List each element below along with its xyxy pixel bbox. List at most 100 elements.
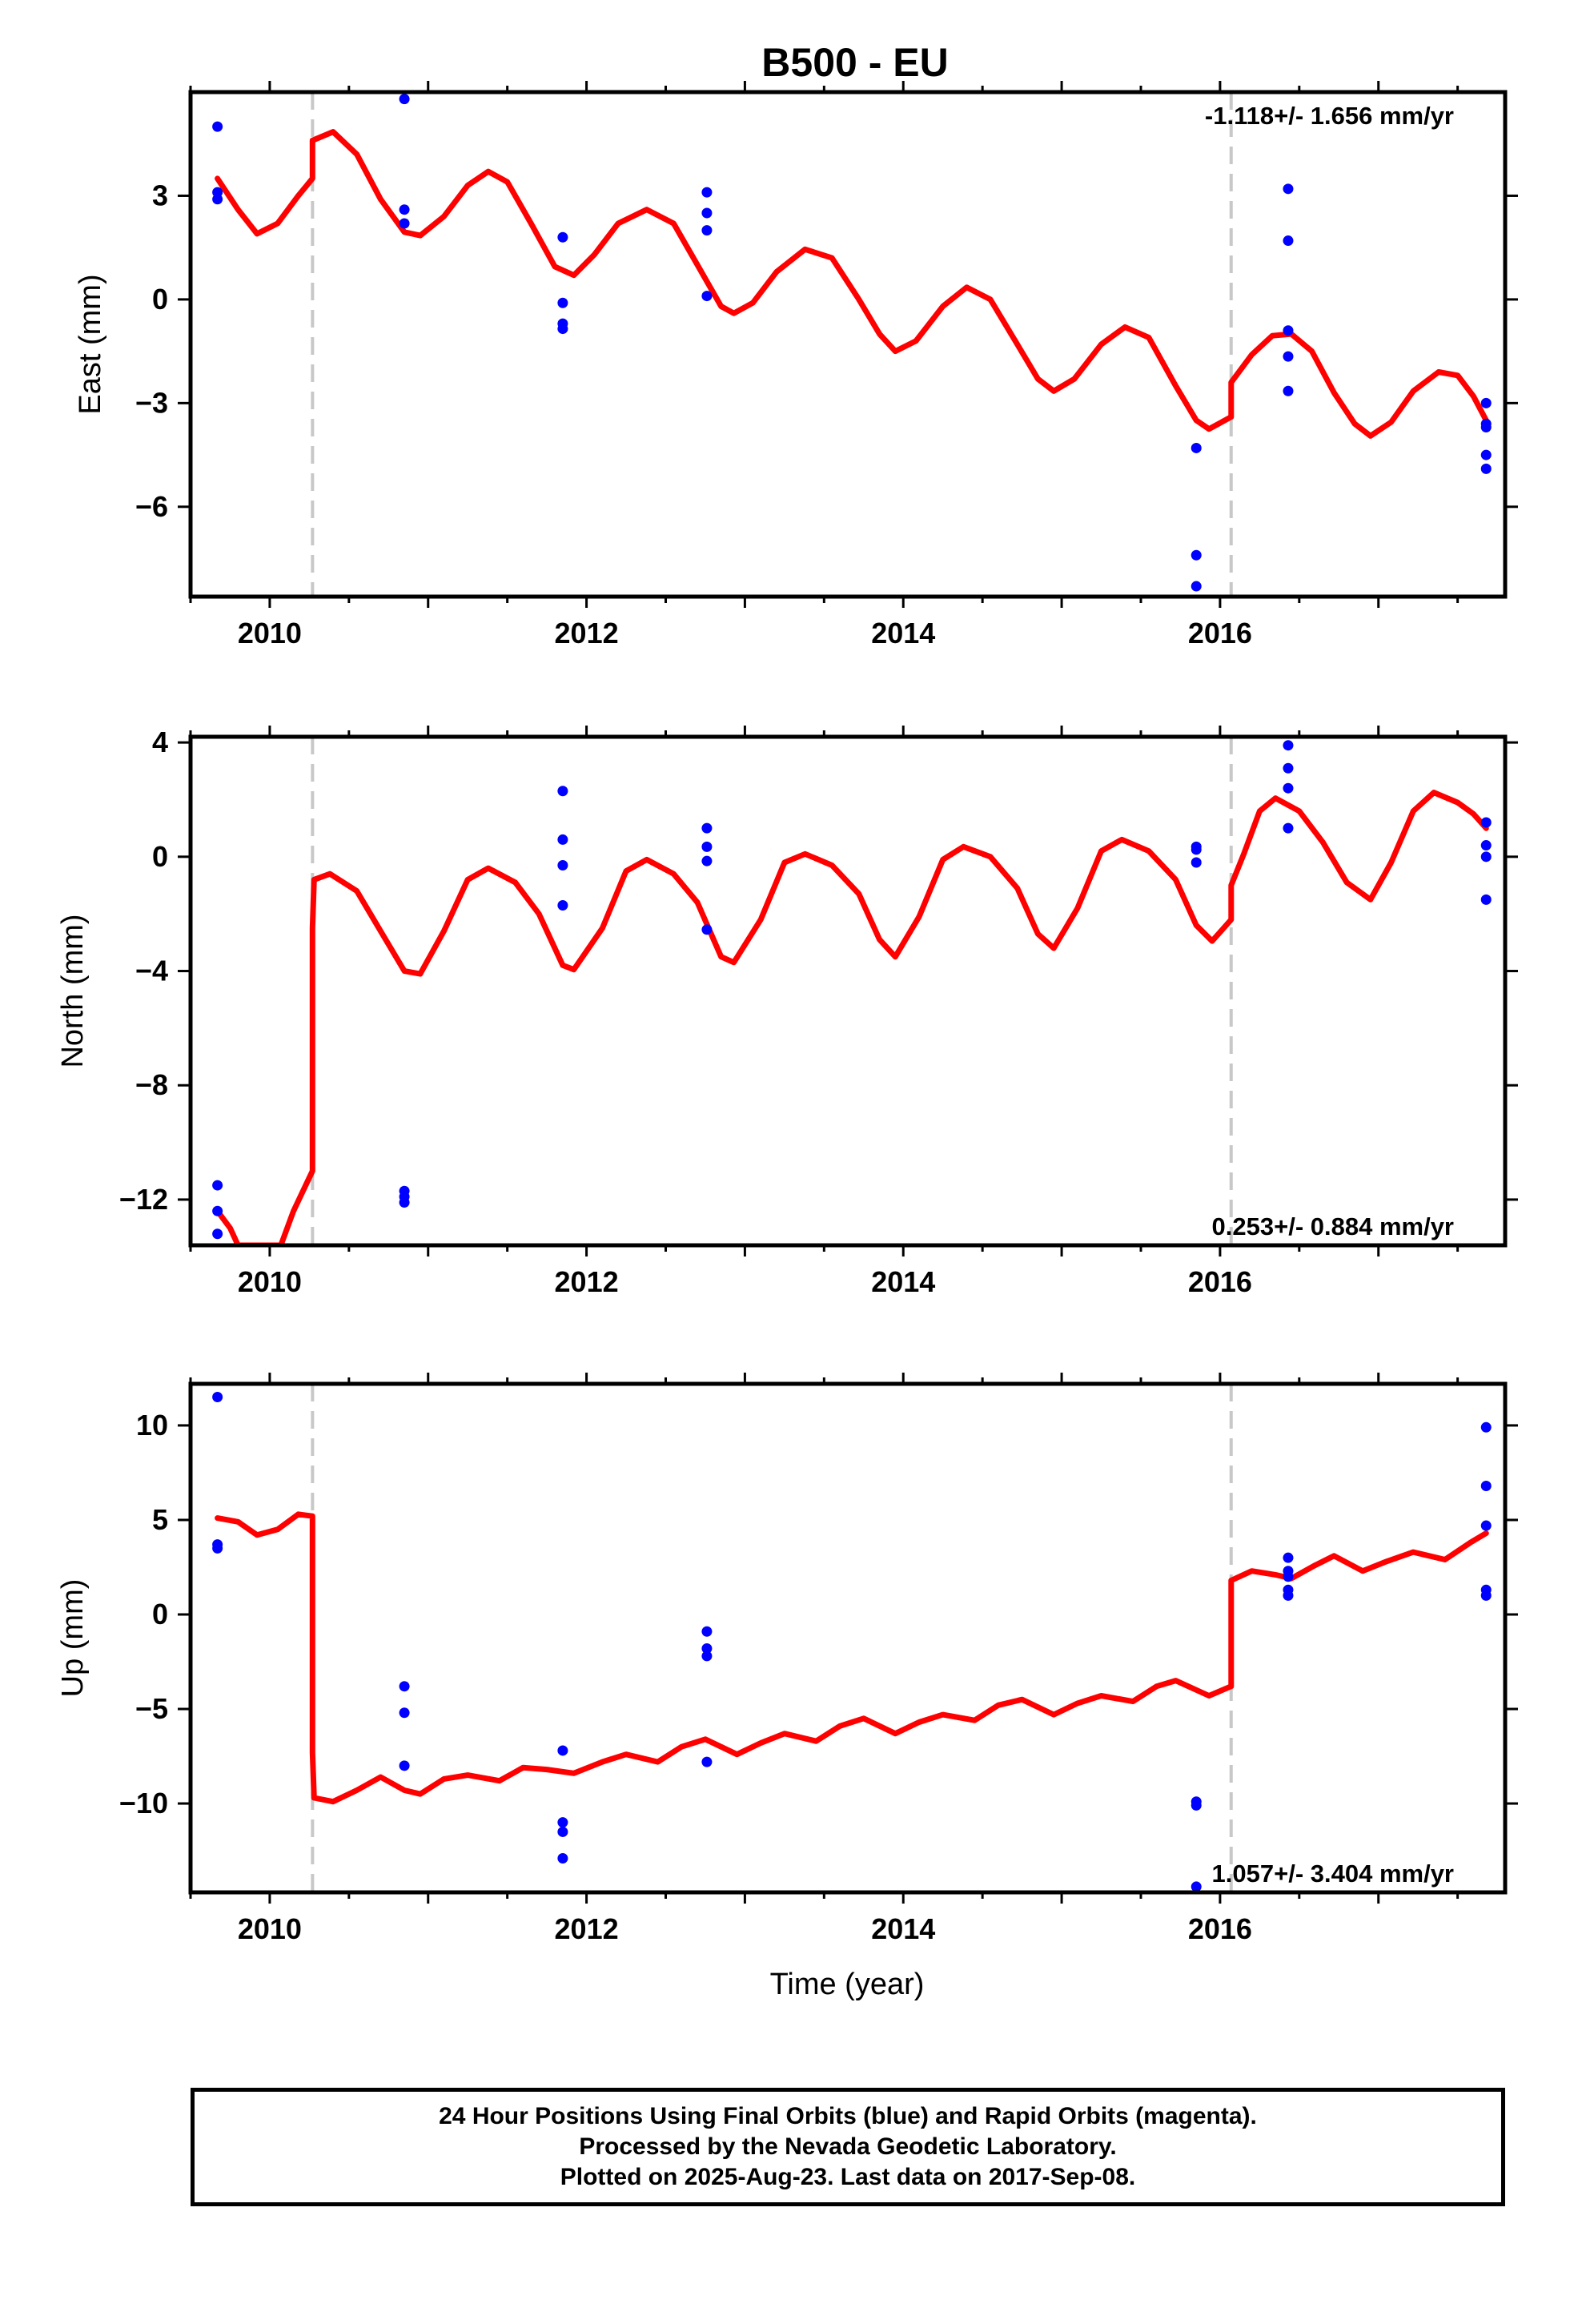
north-panel: 2010 2012 2014 2016 4 0 −4 −8 −12 North (mm) 0.253…	[56, 726, 1518, 1298]
north-data-point-2	[212, 1205, 223, 1216]
north-rate-annotation: 0.253+/- 0.884 mm/yr	[1212, 1212, 1454, 1240]
east-panel: 2010 2012 2014 2016 3 0 −3 −6 East (mm) -1.118+/-…	[74, 81, 1518, 649]
up-data-point-10	[557, 1853, 568, 1864]
x-axis-title: Time (year)	[770, 1968, 925, 2001]
north-x-tick-label-2016: 2016	[1188, 1265, 1252, 1298]
north-data-point-24	[1480, 851, 1492, 862]
up-plot-area	[212, 1384, 1492, 1892]
up-data-point-13	[701, 1651, 713, 1662]
up-data-point-14	[701, 1756, 713, 1767]
north-y-tick-label: −4	[135, 955, 168, 987]
east-data-point-12	[701, 207, 713, 219]
east-y-tick-label: −6	[135, 490, 168, 523]
north-model-line	[215, 790, 1489, 1245]
north-y-tick-label: 0	[152, 840, 168, 873]
up-data-point-3	[212, 1542, 223, 1554]
east-x-tick-label-2016: 2016	[1188, 617, 1252, 649]
east-data-point-10	[557, 324, 568, 335]
north-x-tick-label-2012: 2012	[555, 1265, 619, 1298]
east-model-line	[215, 129, 1489, 439]
up-data-point-23	[1480, 1421, 1492, 1433]
east-data-point-7	[557, 231, 568, 243]
north-data-point-25	[1480, 894, 1492, 905]
east-rate-annotation: -1.118+/- 1.656 mm/yr	[1205, 102, 1454, 130]
up-data-point-1	[212, 1392, 223, 1403]
north-data-point-8	[557, 834, 568, 845]
north-data-point-1	[212, 1180, 223, 1191]
up-data-point-8	[557, 1817, 568, 1828]
north-data-point-3	[212, 1228, 223, 1240]
up-y-axis-title: Up (mm)	[56, 1579, 90, 1698]
east-y-tick-label: −3	[135, 386, 168, 419]
up-data-point-18	[1283, 1552, 1294, 1563]
north-data-point-18	[1283, 740, 1294, 751]
footer-line-1: 24 Hour Positions Using Final Orbits (bl…	[439, 2103, 1257, 2129]
east-data-point-8	[557, 297, 568, 308]
north-data-point-19	[1283, 762, 1294, 774]
east-data-point-13	[701, 225, 713, 236]
east-data-point-4	[399, 94, 410, 105]
east-data-point-1	[212, 121, 223, 132]
east-x-tick-label-2012: 2012	[555, 617, 619, 649]
up-y-tick-label: 0	[152, 1598, 168, 1630]
east-data-point-18	[1283, 183, 1294, 195]
east-x-tick-label-2014: 2014	[871, 617, 935, 649]
up-x-tick-label-2016: 2016	[1188, 1912, 1252, 1945]
up-y-tick-label: −10	[119, 1787, 168, 1819]
up-data-point-4	[399, 1681, 410, 1692]
up-data-point-25	[1480, 1520, 1492, 1531]
up-data-point-27	[1480, 1590, 1492, 1601]
up-y-tick-label: 10	[136, 1409, 168, 1441]
east-data-point-14	[701, 291, 713, 302]
east-data-point-11	[701, 187, 713, 198]
up-data-point-7	[557, 1745, 568, 1756]
east-y-tick-label: 3	[152, 179, 168, 211]
up-data-point-12	[701, 1642, 713, 1654]
north-frame	[188, 734, 1508, 1248]
north-x-tick-label-2014: 2014	[871, 1265, 935, 1298]
up-frame	[188, 1381, 1508, 1895]
up-y-tick-label: 5	[152, 1503, 168, 1536]
east-data-point-15	[1191, 442, 1202, 453]
east-data-point-17	[1191, 581, 1202, 592]
east-data-point-16	[1191, 549, 1202, 561]
north-plot-area	[212, 737, 1492, 1245]
up-data-point-6	[399, 1760, 410, 1771]
north-data-point-10	[557, 899, 568, 911]
east-data-point-3	[212, 194, 223, 205]
north-data-point-12	[701, 841, 713, 852]
up-data-point-20	[1283, 1571, 1294, 1582]
north-y-tick-label: −8	[135, 1068, 168, 1101]
up-y-tick-label: −5	[135, 1692, 168, 1725]
north-data-point-11	[701, 822, 713, 834]
north-data-point-23	[1480, 840, 1492, 851]
east-y-tick-label: 0	[152, 283, 168, 316]
up-panel: 2010 2012 2014 2016 10 5 0 −5 −10 Up (mm) 1.057+/-…	[56, 1373, 1518, 1945]
up-data-point-17	[1191, 1881, 1202, 1892]
up-x-tick-label-2012: 2012	[555, 1912, 619, 1945]
up-data-point-24	[1480, 1480, 1492, 1491]
chart-title: B500 - EU	[761, 40, 948, 85]
north-y-tick-label: −12	[119, 1183, 168, 1216]
up-data-point-16	[1191, 1799, 1202, 1811]
up-model-line	[215, 1511, 1489, 1805]
footer-note: 24 Hour Positions Using Final Orbits (bl…	[191, 2088, 1505, 2206]
north-data-point-6	[399, 1196, 410, 1208]
north-data-point-7	[557, 786, 568, 797]
east-data-point-19	[1283, 235, 1294, 247]
east-data-point-23	[1480, 397, 1492, 408]
north-data-point-22	[1480, 817, 1492, 828]
up-data-point-11	[701, 1626, 713, 1637]
east-y-axis-title: East (mm)	[74, 274, 107, 414]
east-data-point-5	[399, 204, 410, 215]
north-y-tick-label: 4	[152, 726, 168, 758]
east-data-point-27	[1480, 463, 1492, 474]
north-data-point-13	[701, 855, 713, 866]
up-x-tick-label-2010: 2010	[238, 1912, 302, 1945]
north-y-axis-title: North (mm)	[56, 914, 90, 1068]
up-data-point-5	[399, 1707, 410, 1719]
east-data-point-6	[399, 218, 410, 229]
north-data-point-14	[701, 924, 713, 935]
east-plot-area	[212, 92, 1492, 597]
